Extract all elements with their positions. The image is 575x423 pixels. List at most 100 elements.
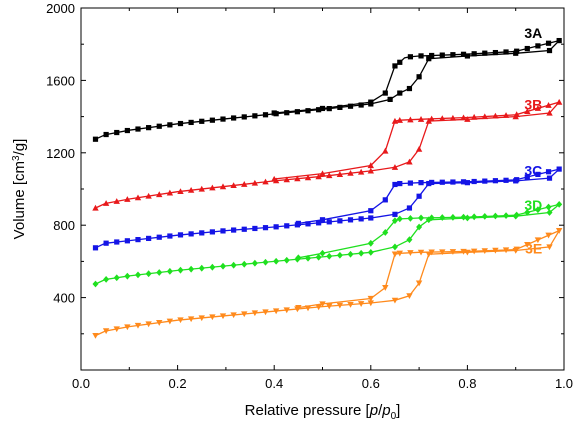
- data-point: [545, 102, 552, 108]
- data-point: [113, 326, 120, 333]
- data-point: [396, 215, 403, 223]
- data-point: [102, 200, 110, 206]
- data-point: [407, 54, 414, 60]
- data-point: [336, 251, 343, 259]
- data-point: [391, 164, 399, 170]
- data-point: [347, 250, 354, 258]
- data-point: [418, 214, 425, 222]
- y-tick-label: 2000: [46, 1, 75, 16]
- data-point: [241, 114, 247, 120]
- data-point: [460, 179, 467, 185]
- data-point: [492, 247, 499, 254]
- data-point: [103, 131, 109, 138]
- data-point: [316, 220, 322, 226]
- data-point: [273, 257, 280, 265]
- data-point: [471, 51, 477, 57]
- data-point: [426, 180, 432, 187]
- data-point: [319, 217, 326, 223]
- data-point: [407, 214, 414, 222]
- data-point: [556, 200, 563, 208]
- data-point: [177, 188, 184, 194]
- data-point: [464, 116, 471, 122]
- data-point: [357, 301, 365, 307]
- series-3B: [92, 98, 563, 211]
- data-point: [188, 265, 195, 273]
- data-point: [391, 243, 398, 251]
- data-point: [188, 119, 194, 126]
- data-point: [418, 53, 424, 59]
- data-point: [416, 223, 423, 231]
- data-point: [135, 126, 141, 132]
- series-3C: [92, 166, 562, 251]
- data-point: [450, 179, 456, 185]
- data-point: [460, 248, 467, 255]
- data-point: [416, 193, 422, 199]
- data-point: [439, 52, 445, 58]
- data-point: [114, 129, 120, 136]
- y-tick-label: 400: [53, 291, 75, 306]
- series-line-adsorption: [95, 40, 560, 140]
- data-point: [407, 180, 414, 186]
- data-point: [397, 59, 403, 65]
- data-point: [92, 333, 99, 339]
- x-tick-label: 0.8: [458, 376, 476, 391]
- data-point: [502, 247, 510, 254]
- data-point: [428, 249, 435, 256]
- data-point: [426, 56, 432, 62]
- data-point: [177, 232, 184, 238]
- axes: [80, 7, 565, 371]
- data-point: [167, 122, 173, 128]
- data-point: [294, 109, 300, 115]
- data-point: [336, 302, 344, 309]
- data-point: [347, 169, 354, 176]
- series-3E: [92, 228, 563, 339]
- data-point: [502, 112, 510, 118]
- data-point: [273, 224, 279, 230]
- data-point: [392, 181, 398, 188]
- data-point: [425, 117, 432, 124]
- data-point: [481, 248, 488, 254]
- data-point: [471, 178, 477, 185]
- data-point: [124, 324, 131, 331]
- data-point: [397, 180, 403, 187]
- data-point: [305, 254, 312, 262]
- data-point: [134, 194, 142, 201]
- data-point: [555, 98, 563, 105]
- data-point: [295, 220, 301, 226]
- data-point: [439, 115, 446, 122]
- data-point: [546, 109, 553, 116]
- data-point: [113, 274, 120, 282]
- data-point: [92, 280, 99, 288]
- series-label-3B: 3B: [524, 96, 542, 112]
- data-point: [406, 85, 413, 92]
- series-line-adsorption: [95, 230, 560, 337]
- data-point: [262, 309, 269, 316]
- data-point: [425, 251, 432, 258]
- data-point: [470, 113, 478, 120]
- data-point: [481, 213, 488, 220]
- data-point: [524, 208, 531, 216]
- data-point: [535, 171, 541, 177]
- data-point: [471, 213, 478, 221]
- data-point: [391, 251, 399, 258]
- data-point: [382, 197, 388, 203]
- data-point: [449, 114, 457, 121]
- data-point: [220, 262, 227, 270]
- data-point: [103, 275, 110, 283]
- data-point: [156, 234, 162, 240]
- y-axis-title: Volume [cm3/g]: [11, 139, 28, 240]
- data-point: [166, 189, 174, 196]
- data-point: [514, 48, 520, 54]
- data-point: [464, 53, 470, 59]
- data-point: [262, 112, 269, 118]
- data-point: [231, 115, 237, 121]
- data-point: [283, 176, 290, 183]
- data-point: [396, 117, 403, 123]
- data-point: [92, 204, 99, 211]
- data-point: [367, 248, 374, 256]
- data-point: [326, 172, 333, 179]
- y-tick-label: 1200: [46, 146, 75, 161]
- data-point: [209, 229, 215, 235]
- data-point: [470, 248, 478, 255]
